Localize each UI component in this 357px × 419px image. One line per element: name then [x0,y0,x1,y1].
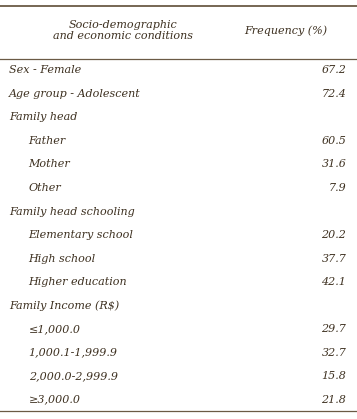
Text: Frequency (%): Frequency (%) [244,25,327,36]
Text: ≥3,000.0: ≥3,000.0 [29,395,81,405]
Text: Higher education: Higher education [29,277,127,287]
Text: 1,000.1-1,999.9: 1,000.1-1,999.9 [29,348,117,358]
Text: 60.5: 60.5 [321,136,346,146]
Text: 37.7: 37.7 [321,253,346,264]
Text: 21.8: 21.8 [321,395,346,405]
Text: Family head: Family head [9,112,77,122]
Text: Mother: Mother [29,160,70,170]
Text: ≤1,000.0: ≤1,000.0 [29,324,81,334]
Text: Father: Father [29,136,66,146]
Text: Other: Other [29,183,61,193]
Text: Family Income (R$): Family Income (R$) [9,300,119,311]
Text: 29.7: 29.7 [321,324,346,334]
Text: Elementary school: Elementary school [29,230,134,240]
Text: 15.8: 15.8 [321,371,346,381]
Text: 20.2: 20.2 [321,230,346,240]
Text: 67.2: 67.2 [321,65,346,75]
Text: 7.9: 7.9 [328,183,346,193]
Text: Sex - Female: Sex - Female [9,65,81,75]
Text: Family head schooling: Family head schooling [9,207,135,217]
Text: Socio-demographic
and economic conditions: Socio-demographic and economic condition… [53,20,193,41]
Text: 2,000.0-2,999.9: 2,000.0-2,999.9 [29,371,117,381]
Text: 42.1: 42.1 [321,277,346,287]
Text: 32.7: 32.7 [321,348,346,358]
Text: High school: High school [29,253,96,264]
Text: Age group - Adolescent: Age group - Adolescent [9,89,141,99]
Text: 31.6: 31.6 [321,160,346,170]
Text: 72.4: 72.4 [321,89,346,99]
